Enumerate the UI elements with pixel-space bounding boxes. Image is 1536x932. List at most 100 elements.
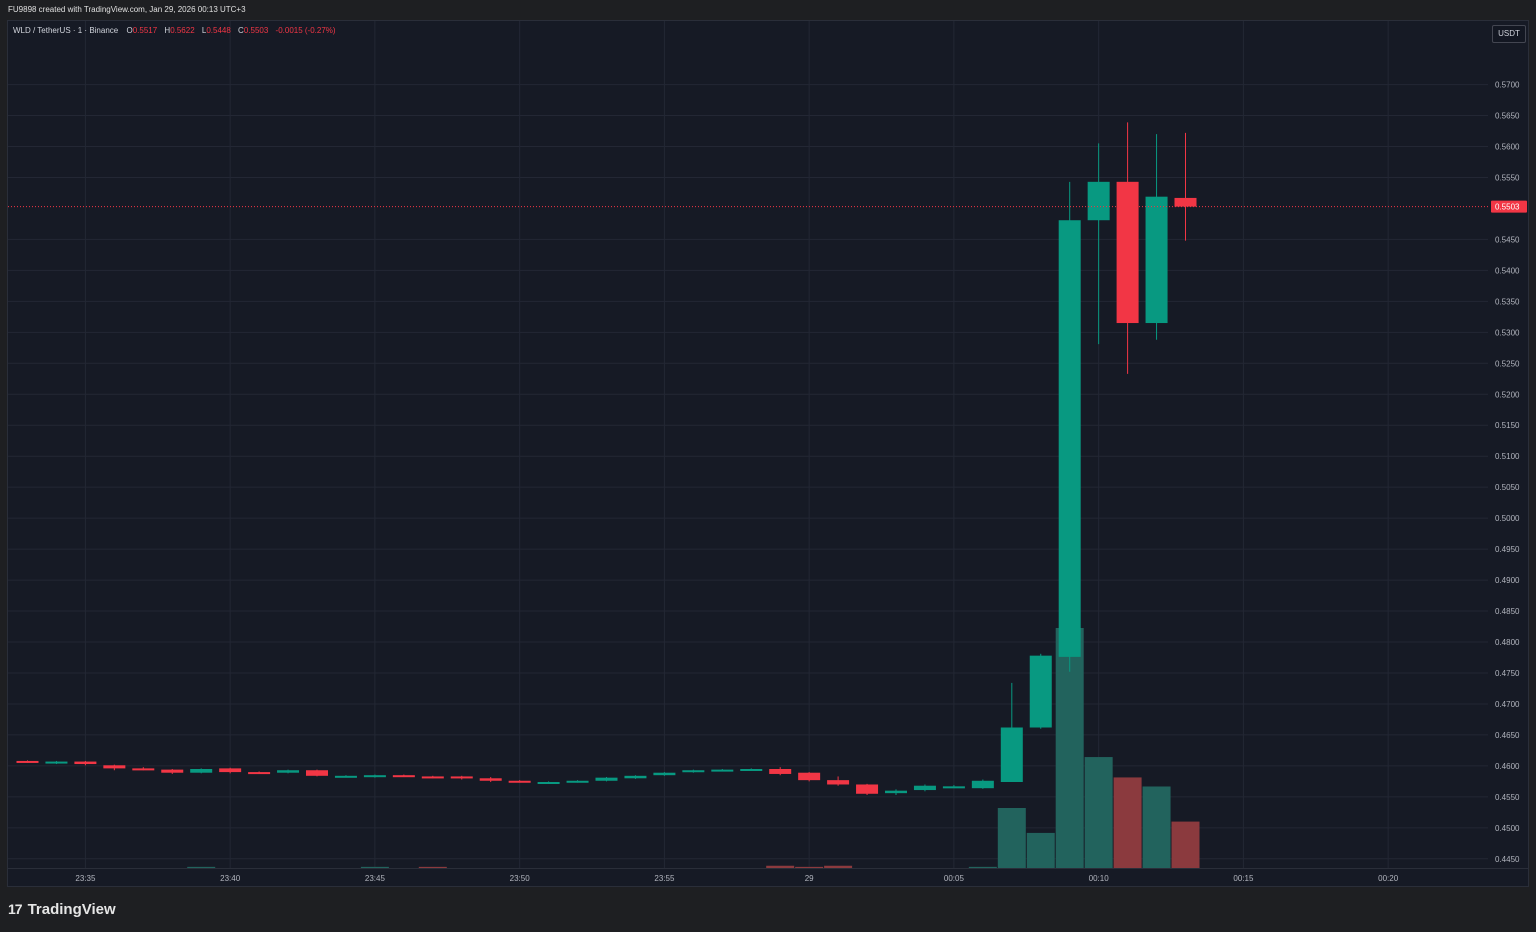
x-tick-label: 00:20 xyxy=(1378,874,1399,883)
x-tick-label: 00:10 xyxy=(1089,874,1110,883)
candle-body xyxy=(885,790,907,794)
y-tick-label: 0.5350 xyxy=(1495,297,1520,306)
ohlc-legend: WLD / TetherUS · 1 · Binance O0.5517 H0.… xyxy=(13,26,341,35)
y-tick-label: 0.4750 xyxy=(1495,669,1520,678)
volume-bar xyxy=(997,808,1026,868)
y-tick-label: 0.4550 xyxy=(1495,793,1520,802)
volume-bar xyxy=(1142,786,1171,868)
change-value: -0.0015 (-0.27%) xyxy=(275,26,336,35)
volume-bar xyxy=(1171,821,1200,868)
candle-body xyxy=(740,768,763,771)
volume-bar xyxy=(795,866,824,868)
candle-body xyxy=(277,770,300,773)
x-tick-label: 23:50 xyxy=(510,874,531,883)
candle-body xyxy=(479,778,502,781)
y-tick-label: 0.5000 xyxy=(1495,514,1520,523)
high-label: H xyxy=(164,26,171,35)
candle-body xyxy=(1087,181,1110,221)
candle-body xyxy=(624,775,647,779)
volume-bar xyxy=(1026,832,1055,868)
y-tick-label: 0.5600 xyxy=(1495,143,1520,152)
candle-body xyxy=(942,786,965,789)
tradingview-logo[interactable]: 17 TradingView xyxy=(8,901,116,918)
x-tick-label: 23:55 xyxy=(654,874,675,883)
price-chart[interactable]: 0.5700 0.5650 0.5600 0.5550 0.5450 0.5400 0.53… xyxy=(8,21,1529,887)
y-tick-label: 0.5450 xyxy=(1495,235,1520,244)
y-tick-label: 0.5400 xyxy=(1495,266,1520,275)
candle-body xyxy=(132,768,155,771)
y-tick-label: 0.5250 xyxy=(1495,359,1520,368)
x-tick-label: 00:15 xyxy=(1233,874,1254,883)
candle-body xyxy=(392,775,415,778)
volume-bar xyxy=(360,866,389,868)
footer-bar xyxy=(0,888,1536,932)
candle-body xyxy=(682,770,705,773)
y-tick-label: 0.5050 xyxy=(1495,483,1520,492)
volume-bar xyxy=(1113,777,1142,868)
candle-body xyxy=(595,777,618,781)
x-tick-label: 23:35 xyxy=(75,874,96,883)
candle-body xyxy=(769,768,792,774)
candle-body xyxy=(508,780,531,783)
volume-bar xyxy=(1084,757,1113,868)
top-caption-bar: FU9898 created with TradingView.com, Jan… xyxy=(0,0,1536,20)
candle-body xyxy=(711,769,734,772)
low-value: 0.5448 xyxy=(206,26,231,35)
y-tick-label: 0.5300 xyxy=(1495,328,1520,337)
y-tick-label: 0.4800 xyxy=(1495,638,1520,647)
x-tick-label: 23:40 xyxy=(220,874,241,883)
candle-body xyxy=(219,768,242,773)
candle-body xyxy=(306,770,328,776)
volume-bar xyxy=(187,866,216,868)
tradingview-logo-text: TradingView xyxy=(27,901,116,918)
candle-body xyxy=(450,776,473,779)
x-tick-label: 00:05 xyxy=(944,874,965,883)
candle-body xyxy=(103,765,126,769)
tradingview-logo-icon: 17 xyxy=(8,901,23,917)
y-tick-label: 0.5550 xyxy=(1495,173,1520,182)
candle-body xyxy=(913,785,936,791)
candle-body xyxy=(798,772,821,781)
candle-body xyxy=(248,772,271,775)
y-tick-label: 0.4600 xyxy=(1495,762,1520,771)
candle-body xyxy=(1174,197,1197,207)
candle-body xyxy=(653,772,676,776)
candle-body xyxy=(537,782,560,785)
open-label: O xyxy=(126,26,133,35)
y-tick-label: 0.4850 xyxy=(1495,607,1520,616)
low-label: L xyxy=(201,26,207,35)
y-tick-label: 0.4450 xyxy=(1495,855,1520,864)
close-label: C xyxy=(238,26,244,35)
y-tick-label: 0.5700 xyxy=(1495,81,1520,90)
created-caption: FU9898 created with TradingView.com, Jan… xyxy=(8,5,246,14)
volume-bar xyxy=(824,865,853,868)
y-tick-label: 0.4900 xyxy=(1495,576,1520,585)
candle-body xyxy=(161,769,184,773)
candle-body xyxy=(190,768,213,773)
last-price-badge xyxy=(1491,200,1527,213)
candle-body xyxy=(856,784,879,794)
candle-body xyxy=(566,780,589,783)
y-tick-label: 0.5200 xyxy=(1495,390,1520,399)
y-tick-label: 0.5100 xyxy=(1495,452,1520,461)
y-tick-label: 0.5650 xyxy=(1495,112,1520,121)
volume-bar xyxy=(418,866,447,868)
last-price-label: 0.5503 xyxy=(1495,203,1520,212)
candle-body xyxy=(334,775,357,778)
close-value: 0.5503 xyxy=(243,26,269,35)
y-tick-label: 0.4700 xyxy=(1495,700,1520,709)
candle-body xyxy=(1000,727,1023,783)
candle-body xyxy=(827,780,850,785)
candle-body xyxy=(16,760,39,763)
y-tick-label: 0.4500 xyxy=(1495,824,1520,833)
candle-body xyxy=(1145,196,1168,324)
y-tick-label: 0.5150 xyxy=(1495,421,1520,430)
y-tick-label: 0.4950 xyxy=(1495,545,1520,554)
chart-pane[interactable]: 0.5700 0.5650 0.5600 0.5550 0.5450 0.5400 0.53… xyxy=(7,20,1529,887)
candle-body xyxy=(1116,181,1139,324)
currency-unit-button[interactable]: USDT xyxy=(1492,25,1526,43)
symbol-label[interactable]: WLD / TetherUS · 1 · Binance xyxy=(13,26,119,35)
candle-body xyxy=(1058,220,1081,657)
candle-body xyxy=(45,761,68,764)
volume-bar xyxy=(766,865,795,868)
